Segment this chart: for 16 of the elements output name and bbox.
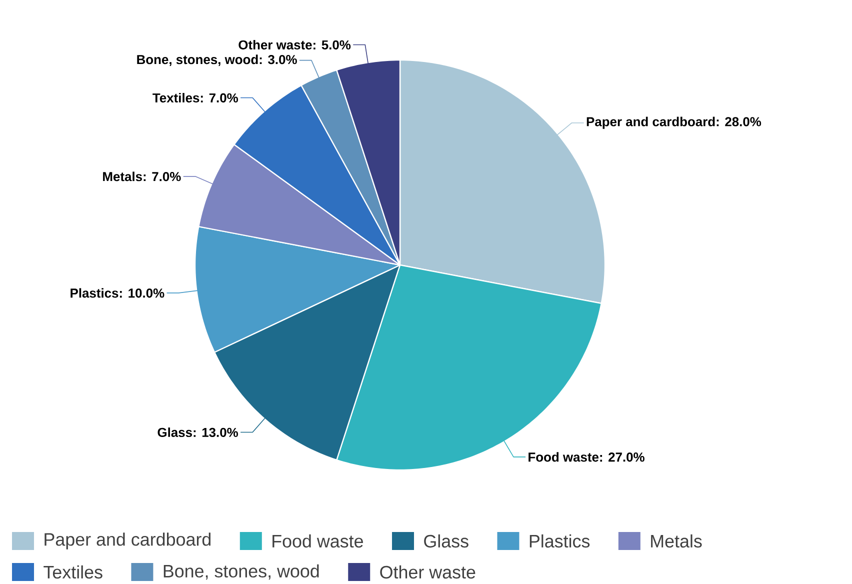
data-label: Plastics: 10.0% bbox=[70, 288, 164, 298]
data-label: Bone, stones, wood: 3.0% bbox=[137, 54, 297, 66]
data-label: Glass: 13.0% bbox=[158, 427, 238, 438]
legend-label: Metals bbox=[651, 534, 702, 548]
legend-label: Food waste bbox=[272, 534, 363, 548]
data-label: Other waste: 5.0% bbox=[238, 40, 351, 50]
data-label: Textiles: 7.0% bbox=[152, 92, 238, 102]
data-label: Food waste: 27.0% bbox=[528, 452, 644, 462]
legend-label: Other waste bbox=[380, 565, 476, 579]
legend-label: Plastics bbox=[530, 534, 590, 548]
data-label: Metals: 7.0% bbox=[103, 172, 181, 182]
legend-label: Paper and cardboard bbox=[44, 532, 210, 550]
legend-label: Bone, stones, wood bbox=[164, 564, 319, 580]
legend-label: Textiles bbox=[44, 565, 102, 579]
data-label: Paper and cardboard: 28.0% bbox=[586, 116, 762, 129]
legend-label: Glass bbox=[424, 534, 468, 548]
